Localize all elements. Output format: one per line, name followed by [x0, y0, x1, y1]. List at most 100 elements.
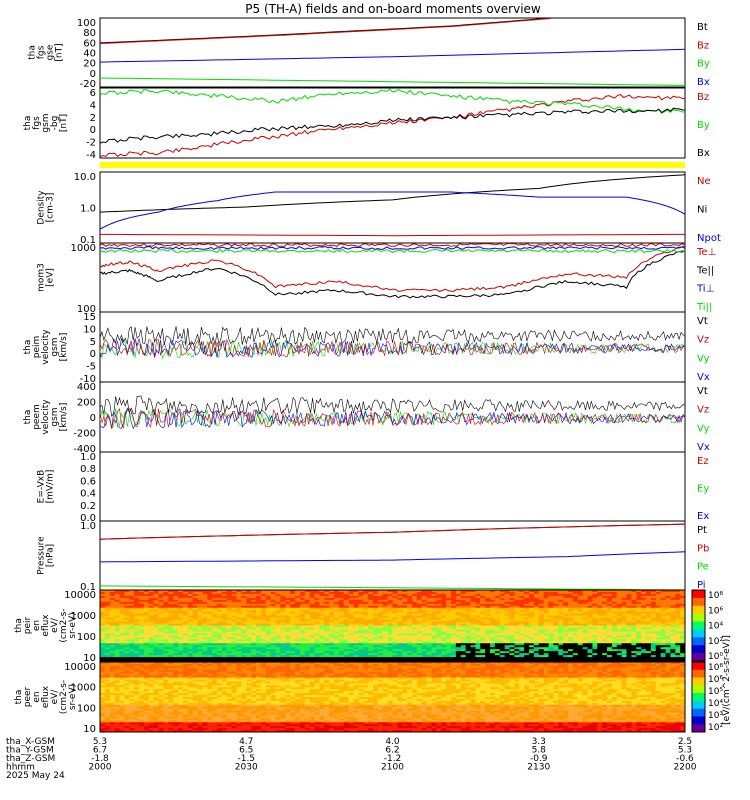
heat-cell: [558, 627, 564, 630]
heat-cell: [236, 655, 242, 658]
heat-cell: [246, 590, 252, 593]
heat-cell: [114, 669, 120, 673]
heat-cell: [187, 665, 194, 669]
heat-cell: [538, 627, 545, 630]
heat-cell: [295, 611, 301, 615]
heat-cell: [368, 649, 374, 652]
heat-cell: [675, 643, 681, 646]
heat-cell: [607, 653, 613, 656]
heat-cell: [231, 639, 237, 642]
heat-cell: [582, 665, 588, 669]
heat-cell: [226, 621, 233, 625]
heat-cell: [680, 653, 686, 656]
heat-cell: [631, 591, 637, 595]
heat-cell: [377, 603, 384, 607]
heat-cell: [548, 667, 554, 671]
heat-cell: [494, 613, 501, 617]
heat-cell: [373, 662, 379, 665]
heat-cell: [655, 649, 662, 652]
heat-cell: [665, 645, 671, 648]
heat-cell: [392, 597, 398, 601]
heat-cell: [163, 635, 169, 638]
heat-cell: [446, 595, 452, 599]
heat-cell: [309, 609, 315, 613]
heat-cell: [212, 590, 218, 593]
heat-cell: [670, 615, 676, 619]
heat-cell: [558, 611, 564, 615]
heat-cell: [334, 665, 340, 669]
heat-cell: [602, 647, 608, 650]
heat-cell: [470, 637, 476, 640]
heat-cell: [426, 621, 432, 625]
heat-cell: [416, 605, 423, 609]
heat-cell: [241, 641, 247, 644]
heat-cell: [143, 623, 150, 626]
heat-cell: [646, 597, 652, 601]
heat-cell: [387, 611, 393, 615]
heat-cell: [494, 617, 501, 621]
heat-cell: [329, 631, 335, 634]
heat-cell: [470, 625, 476, 628]
heat-cell: [217, 607, 223, 611]
heat-cell: [426, 651, 432, 654]
heat-cell: [353, 627, 359, 630]
heat-cell: [134, 653, 140, 656]
heat-cell: [538, 639, 545, 642]
heat-cell: [577, 663, 584, 667]
heat-cell: [139, 667, 145, 671]
heat-cell: [285, 611, 291, 615]
heat-cell: [348, 657, 354, 660]
heat-cell: [285, 649, 291, 652]
heat-cell: [519, 597, 525, 601]
heat-cell: [446, 597, 452, 601]
heat-cell: [246, 615, 252, 619]
heat-cell: [650, 619, 657, 623]
heat-cell: [382, 605, 389, 609]
heat-cell: [129, 657, 135, 660]
heat-cell: [524, 635, 530, 638]
heat-cell: [221, 649, 228, 652]
heat-cell: [348, 631, 354, 634]
heat-cell: [519, 603, 525, 607]
heat-cell: [377, 619, 384, 623]
heat-cell: [217, 657, 223, 660]
heat-cell: [455, 621, 462, 625]
heat-cell: [158, 599, 164, 603]
heat-cell: [665, 617, 671, 621]
heat-cell: [168, 639, 174, 642]
heat-cell: [529, 649, 535, 652]
heat-cell: [426, 591, 432, 595]
heat-cell: [665, 591, 671, 595]
heat-cell: [348, 659, 354, 662]
heat-cell: [382, 615, 389, 619]
heat-cell: [568, 611, 574, 615]
heat-cell: [475, 657, 481, 660]
heat-cell: [431, 607, 437, 611]
heat-cell: [485, 597, 491, 601]
heat-cell: [348, 605, 354, 609]
heat-cell: [402, 607, 408, 611]
heat-cell: [163, 659, 169, 662]
heat-cell: [221, 669, 228, 673]
heat-cell: [616, 651, 623, 654]
heat-cell: [397, 613, 403, 617]
heat-cell: [187, 645, 194, 648]
heat-cell: [519, 631, 525, 634]
heat-cell: [202, 665, 208, 669]
heat-cell: [153, 635, 159, 638]
heat-cell: [178, 611, 184, 615]
heat-cell: [256, 625, 262, 628]
heat-cell: [358, 655, 364, 658]
heat-cell: [212, 615, 218, 619]
heat-cell: [153, 619, 159, 623]
heat-cell: [158, 623, 164, 626]
heat-cell: [631, 667, 637, 671]
heat-cell: [143, 590, 150, 593]
heat-cell: [173, 603, 179, 607]
heat-cell: [368, 593, 374, 597]
heat-cell: [616, 645, 623, 648]
heat-cell: [558, 615, 564, 619]
heat-cell: [602, 637, 608, 640]
heat-cell: [563, 603, 569, 607]
heat-cell: [275, 609, 281, 613]
